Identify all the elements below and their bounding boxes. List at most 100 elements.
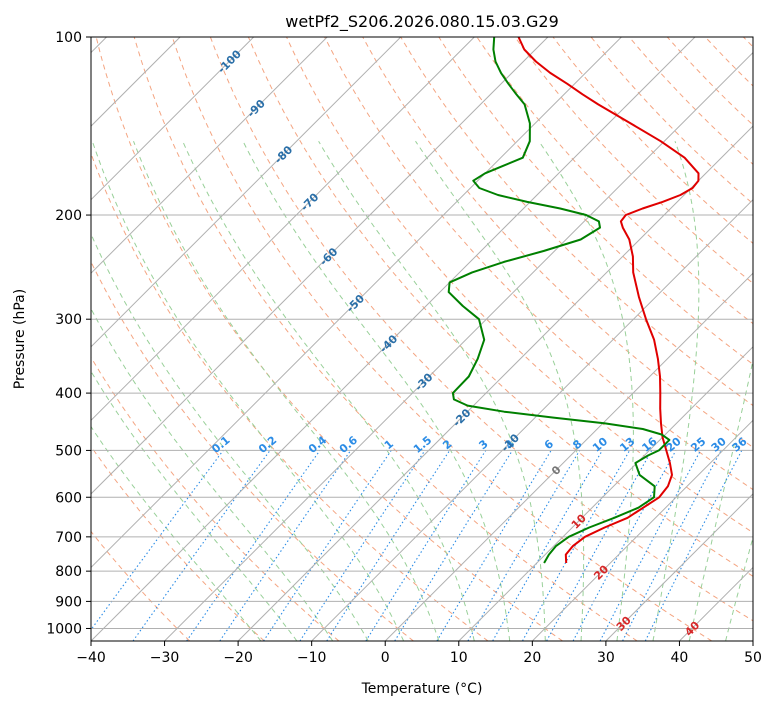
dry-adiabat xyxy=(704,37,753,87)
x-tick-label: 40 xyxy=(671,650,689,666)
dry-adiabat xyxy=(590,37,753,205)
isotherm xyxy=(91,37,622,569)
moist-adiabat xyxy=(91,141,405,641)
mixing-ratio-label: 6 xyxy=(542,437,556,452)
isotherm xyxy=(458,346,753,641)
mixing-ratio-label: 25 xyxy=(688,435,708,455)
mixing-ratio-line xyxy=(436,450,552,641)
y-tick-label: 100 xyxy=(55,30,82,46)
moist-adiabat xyxy=(688,358,753,641)
isotherm xyxy=(384,272,753,641)
mixing-ratio-line xyxy=(394,450,513,641)
dry-adiabat xyxy=(95,37,563,641)
y-tick-label: 1000 xyxy=(46,621,82,637)
x-tick-label: 50 xyxy=(744,650,762,666)
isotherm xyxy=(752,640,753,641)
mixing-ratio-label: 13 xyxy=(617,435,637,455)
dewpoint-profile xyxy=(447,37,671,564)
x-tick-label: 20 xyxy=(523,650,541,666)
mixing-ratio-label: 0.4 xyxy=(306,433,330,456)
isotherm xyxy=(91,37,696,641)
mixing-ratio-label: 0.1 xyxy=(209,433,232,455)
x-tick-label: −20 xyxy=(223,650,253,666)
dry-adiabat xyxy=(91,445,265,641)
dry-adiabat xyxy=(438,37,753,365)
moist-adiabat xyxy=(725,535,753,641)
temperature-profile xyxy=(517,37,700,564)
y-tick-label: 800 xyxy=(55,564,82,580)
mixing-ratio-line xyxy=(572,450,677,641)
mixing-ratio-line xyxy=(299,450,426,641)
mixing-ratio-line xyxy=(91,450,224,631)
plot-frame xyxy=(90,36,754,642)
isotherm xyxy=(91,37,255,201)
mixing-ratio-line xyxy=(365,450,487,641)
y-tick-label: 400 xyxy=(55,386,82,402)
dry-adiabat xyxy=(514,37,753,284)
x-tick-label: −10 xyxy=(297,650,327,666)
dry-adiabat xyxy=(91,530,191,641)
isotherm xyxy=(679,566,753,641)
y-tick-label: 300 xyxy=(55,312,82,328)
mixing-ratio-line xyxy=(599,450,702,641)
dry-adiabat xyxy=(552,37,753,245)
chart-title: wetPf2_S206.2026.080.15.03.G29 xyxy=(285,12,559,32)
profiles xyxy=(447,37,700,564)
mixing-ratio-line xyxy=(186,450,321,641)
moist-adiabat xyxy=(538,140,634,641)
dry-adiabat xyxy=(476,37,753,325)
moist-adiabat xyxy=(242,140,511,641)
y-axis-title: Pressure (hPa) xyxy=(12,289,28,389)
isotherm xyxy=(531,419,753,641)
isotherm xyxy=(91,37,475,422)
isotherm xyxy=(237,125,753,641)
x-tick-label: 10 xyxy=(450,650,468,666)
isotherm xyxy=(164,51,753,641)
isotherm xyxy=(91,37,402,348)
y-tick-label: 900 xyxy=(55,594,82,610)
x-tick-label: −40 xyxy=(76,650,106,666)
isotherm xyxy=(311,198,753,641)
dry-adiabat xyxy=(133,37,638,641)
dry-adiabat xyxy=(209,37,753,622)
axes: −40 −30 −20 −10 0 10 20 30 40 5010020030040050060… xyxy=(46,30,762,666)
background-lines xyxy=(91,37,753,641)
mixing-ratio-label: 36 xyxy=(729,435,749,455)
moist-adiabat xyxy=(133,141,440,641)
moist-adiabat xyxy=(318,140,546,641)
isotherm xyxy=(605,493,753,641)
mixing-ratio-label: 0.6 xyxy=(337,433,361,456)
x-tick-label: −30 xyxy=(150,650,180,666)
y-tick-label: 700 xyxy=(55,530,82,546)
dry-adiabat xyxy=(91,152,489,641)
isotherm xyxy=(91,37,328,274)
mixing-ratio-line xyxy=(546,450,653,641)
mixing-ratio-label: 1.5 xyxy=(411,433,434,455)
dry-adiabat xyxy=(171,37,713,641)
y-tick-label: 200 xyxy=(55,208,82,224)
dry-adiabat xyxy=(743,37,753,48)
mixing-ratio-label: 10 xyxy=(590,435,610,455)
isotherm xyxy=(91,37,549,495)
y-tick-label: 600 xyxy=(55,490,82,506)
mixing-ratio-line xyxy=(219,450,352,641)
mixing-ratio-line xyxy=(522,450,631,641)
dry-adiabat xyxy=(91,260,414,641)
y-tick-label: 500 xyxy=(55,443,82,459)
mixing-ratio-line xyxy=(644,450,743,641)
moist-adiabat xyxy=(182,140,475,641)
dry-adiabat xyxy=(91,356,340,641)
x-tick-label: 30 xyxy=(597,650,615,666)
x-tick-label: 0 xyxy=(381,650,390,666)
dry-adiabat xyxy=(247,37,753,577)
mixing-ratio-label: 30 xyxy=(709,435,729,455)
x-axis-title: Temperature (°C) xyxy=(361,681,483,697)
dry-adiabat xyxy=(666,37,753,126)
dry-adiabat xyxy=(400,37,753,407)
moist-adiabat xyxy=(415,140,585,641)
mixing-ratio-line xyxy=(263,450,392,641)
mixing-ratio-line xyxy=(326,450,451,641)
isotherm-label: -80 xyxy=(272,143,295,166)
dry-adiabat xyxy=(286,37,753,534)
